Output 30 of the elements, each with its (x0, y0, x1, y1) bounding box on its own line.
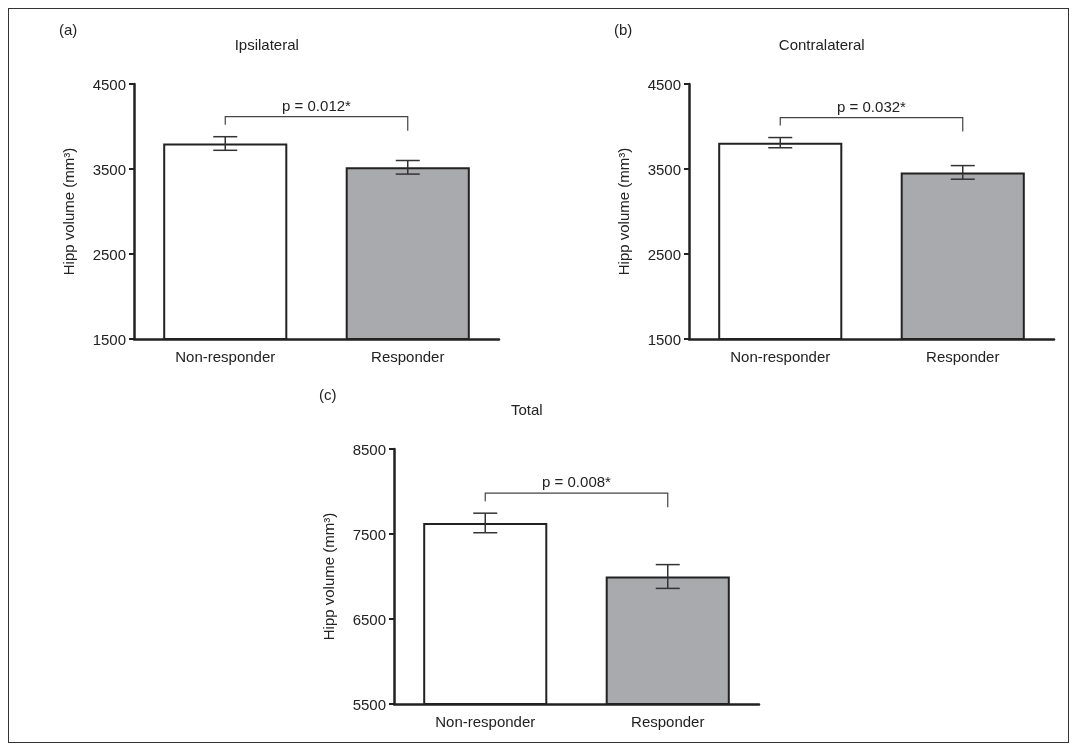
annotation: p = 0.032* (837, 97, 907, 115)
annotation: p = 0.008* (542, 473, 612, 491)
y-tick-label: 4500 (647, 75, 681, 93)
annotation: p = 0.012* (282, 96, 352, 114)
y-tick-label: 3500 (92, 160, 126, 178)
text: (a) (59, 21, 78, 38)
x-tick-label: Responder (371, 348, 445, 365)
y-tick-label: 2500 (647, 245, 681, 263)
x-tick-label: Responder (631, 713, 705, 730)
x-tick-label: Non-responder (730, 348, 831, 365)
chart-title: Contralateral (778, 36, 865, 53)
x-tick-label: Responder (926, 348, 1000, 365)
y-tick-label: 8500 (352, 440, 386, 458)
x-tick-label: Non-responder (435, 713, 536, 730)
text: (c) (319, 386, 337, 403)
y-axis-title: Hipp volume (mm³) (615, 147, 632, 276)
y-tick-label: 1500 (92, 330, 126, 348)
chart-title: Total (510, 401, 543, 418)
y-tick-label: 5500 (352, 695, 386, 713)
y-tick-label: 1500 (647, 330, 681, 348)
text: (b) (614, 21, 633, 38)
y-tick-label: 3500 (647, 160, 681, 178)
y-tick-label: 6500 (352, 610, 386, 628)
y-axis-title: Hipp volume (mm³) (320, 512, 337, 641)
y-tick-label: 2500 (92, 245, 126, 263)
y-tick-label: 4500 (92, 75, 126, 93)
y-tick-label: 7500 (352, 525, 386, 543)
chart-title: Ipsilateral (234, 36, 299, 53)
x-tick-label: Non-responder (175, 348, 276, 365)
y-axis-title: Hipp volume (mm³) (60, 147, 77, 276)
